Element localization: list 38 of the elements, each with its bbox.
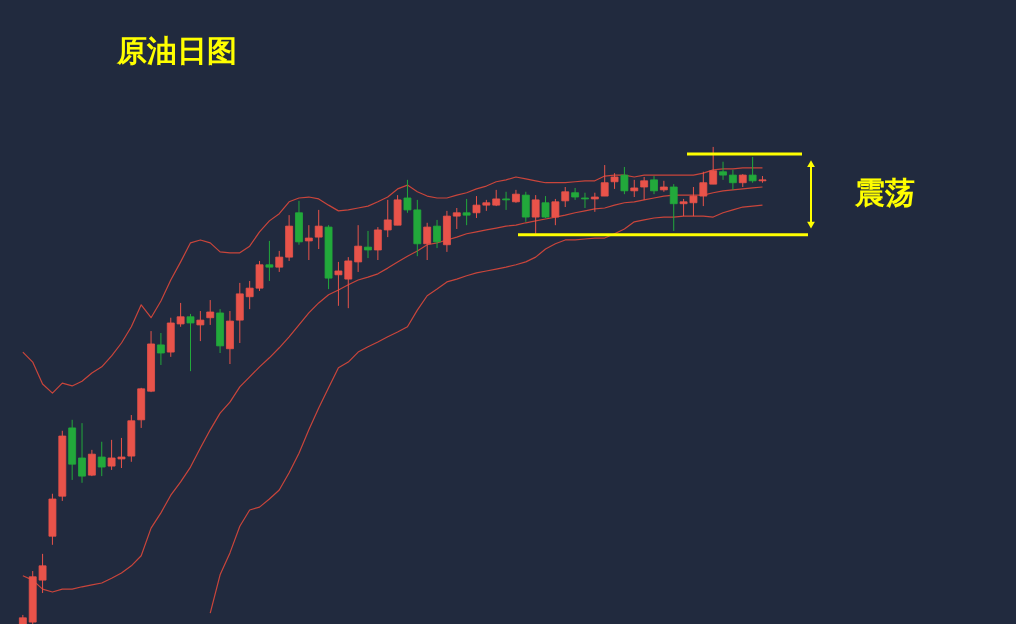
candlestick [87, 449, 96, 477]
candlestick [364, 230, 372, 259]
candlestick [620, 166, 629, 195]
candlestick [206, 299, 215, 326]
candlestick [561, 186, 570, 208]
candlestick [275, 250, 284, 273]
candlestick [600, 164, 609, 197]
candlestick [265, 240, 274, 282]
candlestick [373, 226, 382, 261]
candlestick [502, 191, 510, 211]
candlestick [97, 441, 106, 477]
candlestick [729, 169, 737, 191]
candlestick [659, 180, 668, 193]
chart-title: 原油日图 [116, 33, 237, 68]
candlestick [354, 224, 363, 273]
candlestick [650, 175, 658, 195]
candlestick [571, 187, 580, 201]
candlestick [709, 146, 718, 185]
candlestick [423, 222, 432, 261]
candlestick [452, 207, 461, 230]
candlestick [748, 156, 757, 184]
text: 震荡 [854, 175, 915, 211]
candlestick [590, 192, 599, 213]
candlestick [196, 310, 205, 342]
candlestick [719, 161, 727, 181]
candlestick [304, 224, 313, 261]
candlestick [314, 209, 323, 250]
candlestick [669, 183, 678, 232]
candlestick [581, 192, 589, 209]
candlestick [186, 313, 195, 372]
candlestick [640, 176, 649, 201]
candlestick [462, 198, 471, 226]
candlestick [551, 198, 560, 226]
candlestick [531, 194, 540, 235]
candlestick [433, 219, 441, 249]
candlestick [521, 191, 530, 223]
candlestick [78, 422, 86, 484]
candlestick [157, 332, 165, 366]
